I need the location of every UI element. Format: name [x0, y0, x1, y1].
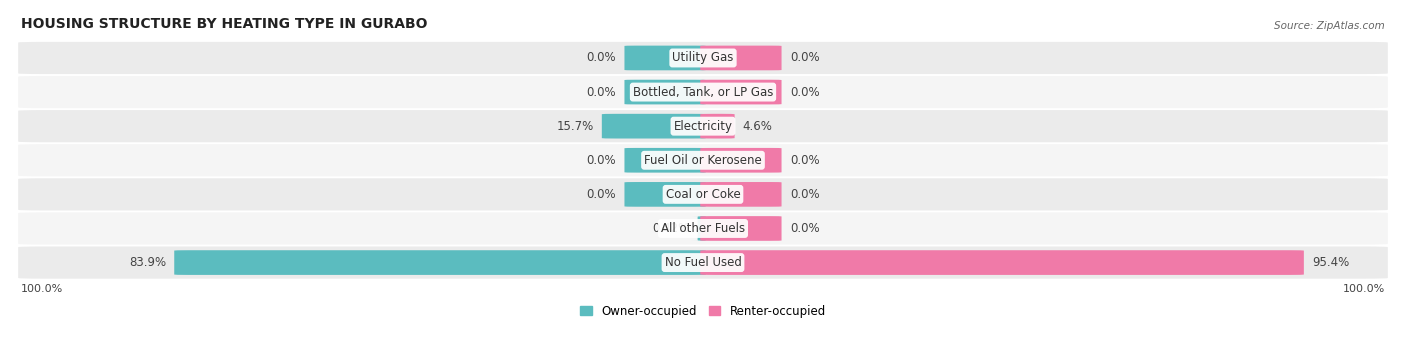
FancyBboxPatch shape: [174, 250, 706, 275]
Text: 0.0%: 0.0%: [790, 154, 820, 167]
Text: No Fuel Used: No Fuel Used: [665, 256, 741, 269]
Text: 15.7%: 15.7%: [557, 120, 593, 133]
FancyBboxPatch shape: [18, 42, 1388, 74]
Text: 100.0%: 100.0%: [21, 284, 63, 294]
Text: 0.42%: 0.42%: [652, 222, 689, 235]
Text: 0.0%: 0.0%: [586, 86, 616, 99]
FancyBboxPatch shape: [624, 182, 706, 207]
FancyBboxPatch shape: [18, 212, 1388, 244]
Text: Bottled, Tank, or LP Gas: Bottled, Tank, or LP Gas: [633, 86, 773, 99]
FancyBboxPatch shape: [700, 148, 782, 173]
Text: 0.0%: 0.0%: [586, 154, 616, 167]
Text: 0.0%: 0.0%: [586, 51, 616, 64]
FancyBboxPatch shape: [624, 148, 706, 173]
FancyBboxPatch shape: [18, 76, 1388, 108]
Text: 0.0%: 0.0%: [586, 188, 616, 201]
Text: 0.0%: 0.0%: [790, 51, 820, 64]
Text: 0.0%: 0.0%: [790, 222, 820, 235]
FancyBboxPatch shape: [18, 144, 1388, 176]
Text: 95.4%: 95.4%: [1312, 256, 1350, 269]
Text: 100.0%: 100.0%: [1343, 284, 1385, 294]
Text: 0.0%: 0.0%: [790, 188, 820, 201]
FancyBboxPatch shape: [18, 178, 1388, 210]
Text: All other Fuels: All other Fuels: [661, 222, 745, 235]
Text: 4.6%: 4.6%: [742, 120, 773, 133]
Text: Fuel Oil or Kerosene: Fuel Oil or Kerosene: [644, 154, 762, 167]
FancyBboxPatch shape: [624, 80, 706, 104]
Text: Coal or Coke: Coal or Coke: [665, 188, 741, 201]
Legend: Owner-occupied, Renter-occupied: Owner-occupied, Renter-occupied: [575, 300, 831, 323]
FancyBboxPatch shape: [602, 114, 706, 138]
FancyBboxPatch shape: [692, 216, 711, 241]
FancyBboxPatch shape: [700, 46, 782, 70]
FancyBboxPatch shape: [700, 114, 734, 138]
FancyBboxPatch shape: [700, 250, 1303, 275]
FancyBboxPatch shape: [700, 80, 782, 104]
FancyBboxPatch shape: [624, 46, 706, 70]
FancyBboxPatch shape: [18, 110, 1388, 142]
FancyBboxPatch shape: [700, 216, 782, 241]
Text: Utility Gas: Utility Gas: [672, 51, 734, 64]
Text: 0.0%: 0.0%: [790, 86, 820, 99]
Text: 83.9%: 83.9%: [129, 256, 166, 269]
FancyBboxPatch shape: [700, 182, 782, 207]
FancyBboxPatch shape: [18, 247, 1388, 279]
Text: HOUSING STRUCTURE BY HEATING TYPE IN GURABO: HOUSING STRUCTURE BY HEATING TYPE IN GUR…: [21, 17, 427, 31]
Text: Electricity: Electricity: [673, 120, 733, 133]
Text: Source: ZipAtlas.com: Source: ZipAtlas.com: [1274, 21, 1385, 31]
